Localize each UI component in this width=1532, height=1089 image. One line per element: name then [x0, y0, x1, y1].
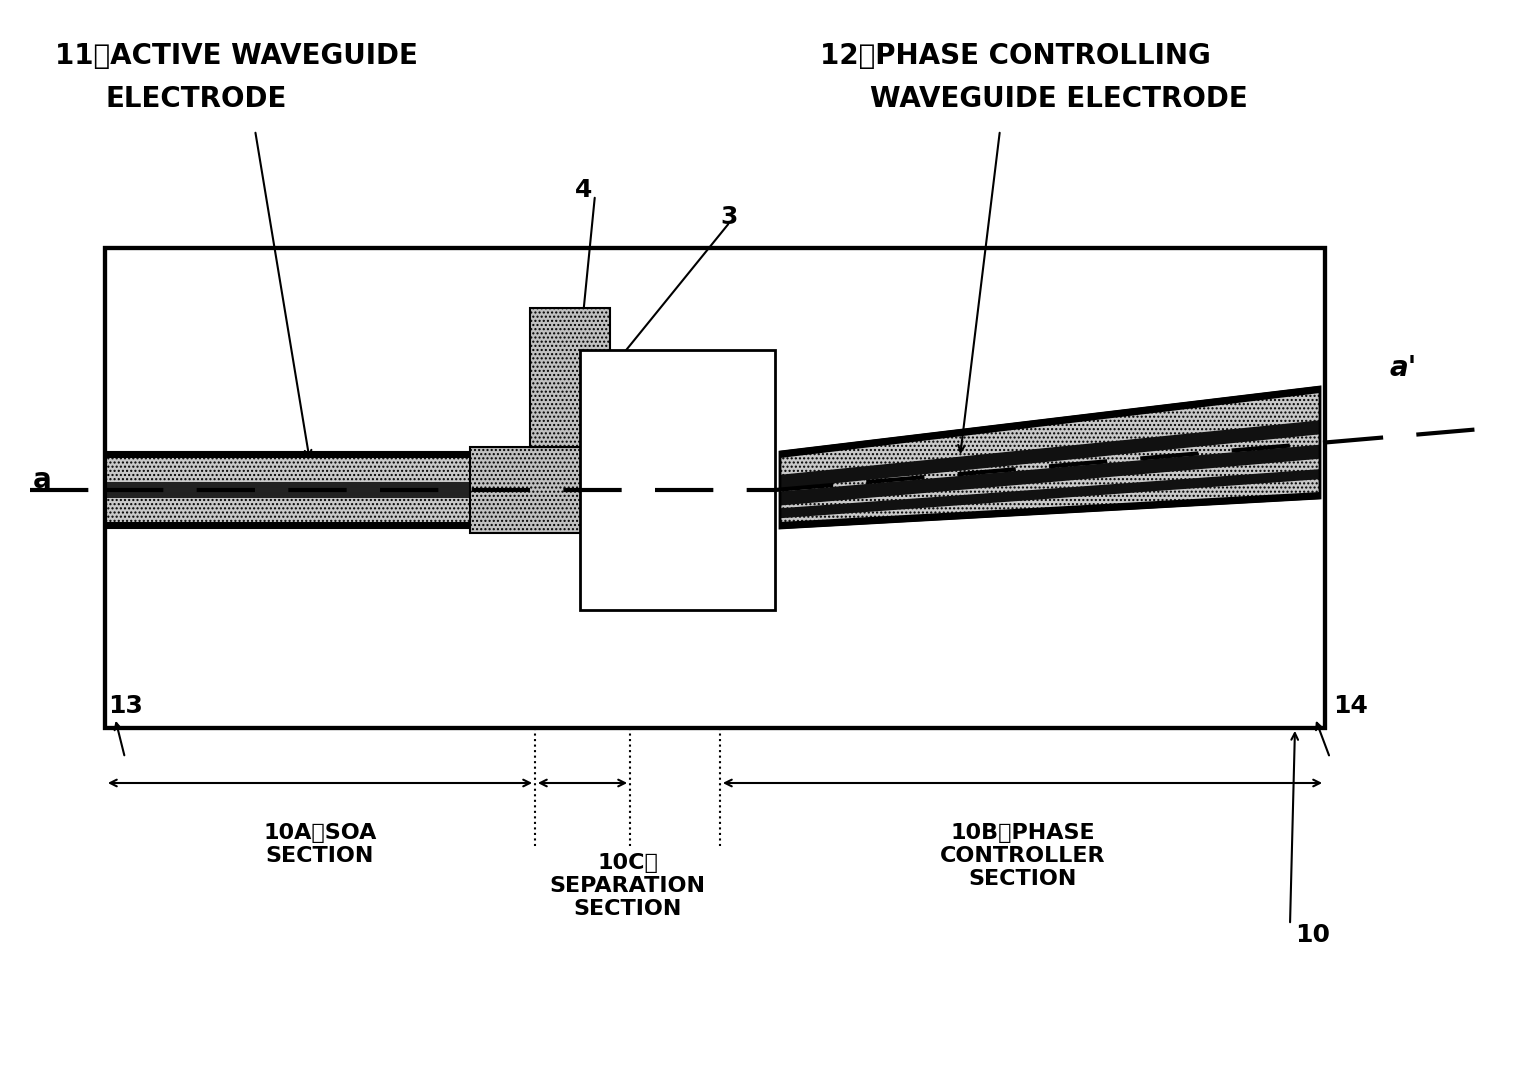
Bar	[470, 446, 625, 533]
Text: a: a	[34, 466, 52, 494]
Bar	[530, 308, 610, 446]
Bar	[581, 350, 775, 610]
Text: 10A：SOA
SECTION: 10A：SOA SECTION	[264, 823, 377, 866]
Text: 3: 3	[720, 205, 737, 229]
Text: ELECTRODE: ELECTRODE	[106, 85, 286, 113]
Text: a': a'	[1390, 354, 1417, 382]
Text: 4: 4	[574, 178, 593, 201]
Bar	[106, 248, 1325, 729]
Polygon shape	[780, 492, 1321, 528]
Polygon shape	[780, 387, 1321, 458]
Bar	[106, 248, 1325, 729]
Bar	[106, 522, 545, 528]
Polygon shape	[780, 420, 1321, 489]
Bar	[106, 482, 545, 498]
Text: 10B：PHASE
CONTROLLER
SECTION: 10B：PHASE CONTROLLER SECTION	[939, 823, 1105, 890]
Bar	[106, 452, 545, 458]
Text: 14: 14	[1333, 694, 1368, 718]
Text: 10: 10	[1295, 923, 1330, 947]
Bar	[106, 452, 545, 528]
Polygon shape	[780, 444, 1321, 505]
Polygon shape	[780, 469, 1321, 518]
Text: 10C：
SEPARATION
SECTION: 10C： SEPARATION SECTION	[550, 853, 706, 919]
Polygon shape	[780, 387, 1321, 528]
Text: 13: 13	[107, 694, 142, 718]
Text: 12：PHASE CONTROLLING: 12：PHASE CONTROLLING	[820, 42, 1210, 70]
Text: WAVEGUIDE ELECTRODE: WAVEGUIDE ELECTRODE	[870, 85, 1247, 113]
Text: 11：ACTIVE WAVEGUIDE: 11：ACTIVE WAVEGUIDE	[55, 42, 418, 70]
